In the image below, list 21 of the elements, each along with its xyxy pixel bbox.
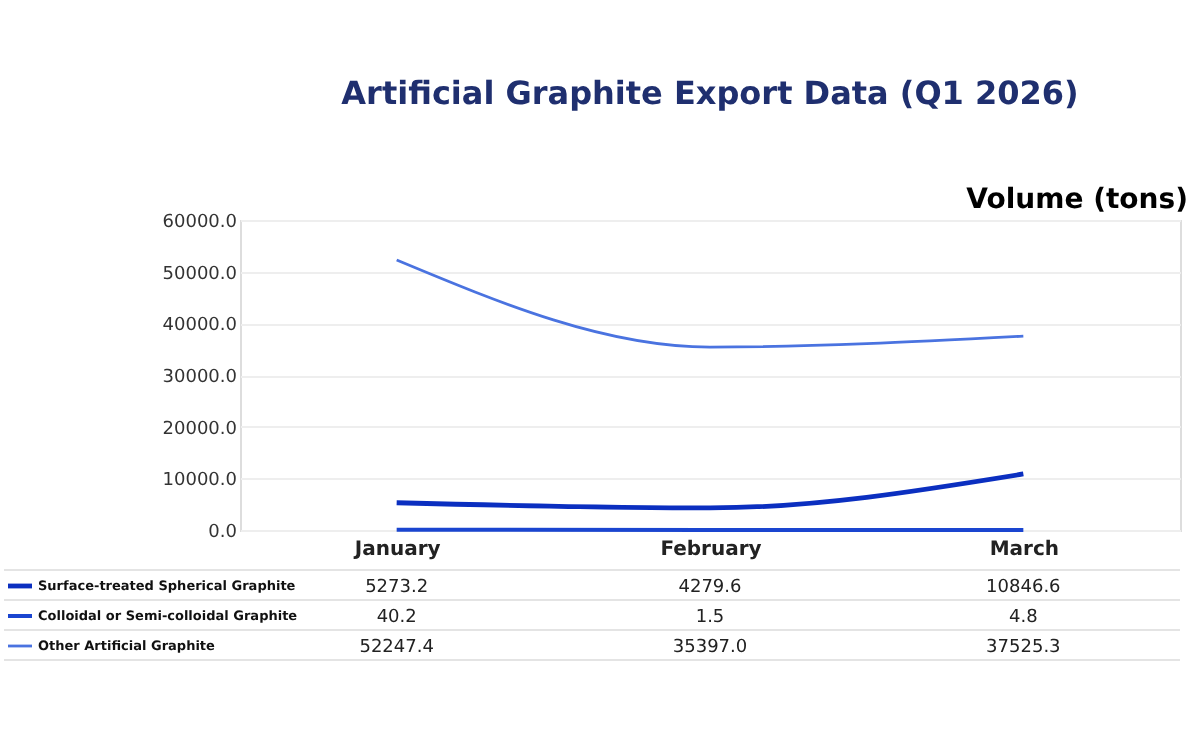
y-tick-label: 10000.0: [162, 471, 238, 492]
y-tick-label: 20000.0: [162, 419, 238, 440]
data-label: 5273.2: [365, 578, 429, 598]
x-tick-label: February: [660, 539, 763, 561]
data-label: 52247.4: [359, 638, 435, 658]
x-tick-label: January: [352, 539, 442, 561]
data-label: 4.8: [1009, 608, 1039, 628]
y-tick-label: 30000.0: [162, 368, 238, 388]
chart-title: Artificial Graphite Export Data (Q1 2026): [341, 74, 1079, 112]
y-tick-label: 0.0: [208, 523, 238, 543]
y-tick-label: 60000.0: [162, 213, 238, 233]
y-tick-label: 50000.0: [162, 264, 238, 285]
data-label: 10846.6: [986, 578, 1062, 598]
data-label: 4279.6: [678, 578, 743, 598]
x-tick-label: March: [989, 539, 1060, 561]
y-tick-label: 40000.0: [162, 316, 238, 337]
data-label: 37525.3: [986, 638, 1061, 658]
data-label: 40.2: [376, 608, 417, 628]
y-axis-title: Volume (tons): [966, 184, 1188, 216]
data-label: 35397.0: [672, 638, 748, 658]
data-label: 1.5: [695, 608, 725, 628]
